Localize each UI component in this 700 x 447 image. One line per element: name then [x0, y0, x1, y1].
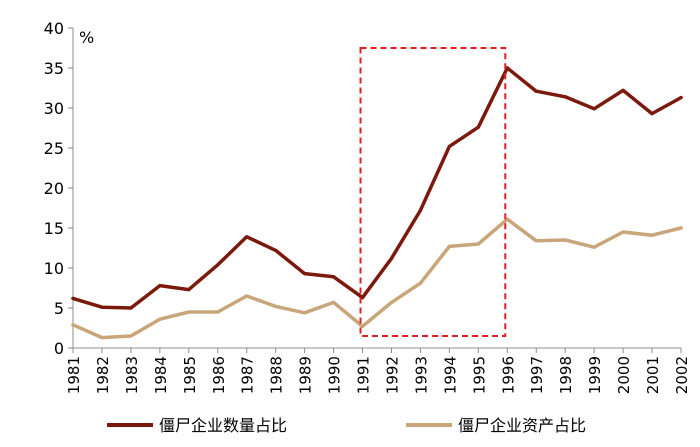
data-point [303, 272, 307, 276]
chart-axes [68, 27, 682, 353]
x-tick-label: 1998 [557, 356, 575, 394]
x-tick-label: 1991 [355, 356, 373, 394]
y-tick-label: 40 [44, 19, 64, 38]
data-point [418, 281, 423, 285]
x-tick-label: 1986 [210, 356, 228, 394]
x-tick-label: 1997 [528, 356, 546, 394]
data-point [216, 263, 220, 267]
data-point [534, 89, 538, 93]
data-point [505, 217, 509, 221]
series-line-2 [71, 217, 683, 340]
data-point [274, 304, 278, 308]
data-point [476, 242, 480, 246]
x-tick-label: 2000 [615, 356, 633, 394]
data-point [505, 66, 509, 70]
y-tick-label: 30 [44, 99, 64, 118]
data-point [187, 310, 191, 314]
x-tick-label: 1984 [152, 356, 170, 394]
x-tick-label: 2001 [644, 356, 662, 394]
data-point [621, 88, 625, 92]
data-point [245, 294, 249, 298]
x-tick-label: 1981 [65, 356, 83, 394]
data-point [331, 275, 336, 279]
data-point [650, 233, 654, 237]
x-tick-label: 1987 [239, 356, 257, 394]
data-point [129, 306, 133, 310]
x-tick-labels: 1981 1982 1983 1984 1985 1986 1987 1988 1989 1990… [65, 356, 691, 394]
data-point [476, 125, 480, 129]
data-point [331, 300, 336, 304]
data-point [303, 311, 307, 315]
y-tick-label: 5 [54, 299, 64, 318]
x-tick-label: 1992 [383, 356, 401, 394]
data-point [245, 235, 249, 239]
data-point [563, 95, 567, 99]
data-point [129, 334, 133, 338]
chart-legend: 僵尸企业数量占比 僵尸企业资产占比 [107, 416, 586, 435]
data-point [158, 284, 162, 288]
chart-annotations [359, 47, 507, 337]
highlight-box [359, 47, 507, 337]
data-point [534, 239, 538, 243]
x-tick-label: 1993 [412, 356, 430, 394]
x-tick-label: 1996 [499, 356, 517, 394]
data-point [592, 107, 596, 111]
chart-series [71, 66, 683, 340]
data-point [650, 112, 654, 116]
x-tick-label: 1983 [123, 356, 141, 394]
data-point [447, 244, 451, 248]
y-tick-label: 10 [44, 259, 64, 278]
data-point [100, 305, 104, 309]
y-tick-label: 35 [44, 59, 64, 78]
series-line-1 [71, 66, 683, 310]
y-tick-label: 25 [44, 139, 64, 158]
data-point [360, 324, 365, 328]
x-tick-label: 2002 [673, 356, 691, 394]
data-point [621, 230, 625, 234]
y-tick-label: 15 [44, 219, 64, 238]
y-tick-label: 0 [54, 339, 64, 358]
y-tick-labels: 0 5 10 15 20 25 30 35 40 [44, 19, 64, 358]
data-point [187, 288, 191, 292]
y-tick-label: 20 [44, 179, 64, 198]
y-unit-label: % [79, 28, 94, 47]
data-point [274, 248, 278, 252]
data-point [563, 238, 567, 242]
x-tick-label: 1988 [268, 356, 286, 394]
data-point [71, 323, 75, 327]
x-tick-label: 1982 [94, 356, 112, 394]
data-point [679, 226, 683, 230]
x-tick-label: 1989 [297, 356, 315, 394]
data-point [100, 336, 104, 340]
data-point [418, 208, 423, 212]
data-point [679, 96, 683, 100]
x-tick-label: 1995 [470, 356, 488, 394]
data-point [389, 256, 394, 260]
x-tick-label: 1985 [181, 356, 199, 394]
legend-label: 僵尸企业资产占比 [458, 416, 586, 435]
data-point [71, 296, 75, 300]
legend-label: 僵尸企业数量占比 [159, 416, 287, 435]
data-point [216, 310, 220, 314]
data-point [158, 317, 162, 321]
x-tick-label: 1994 [441, 356, 459, 394]
x-tick-label: 1999 [586, 356, 604, 394]
data-point [360, 296, 365, 300]
data-point [592, 245, 596, 249]
x-tick-label: 1990 [326, 356, 344, 394]
data-point [447, 144, 451, 148]
data-point [389, 300, 394, 304]
